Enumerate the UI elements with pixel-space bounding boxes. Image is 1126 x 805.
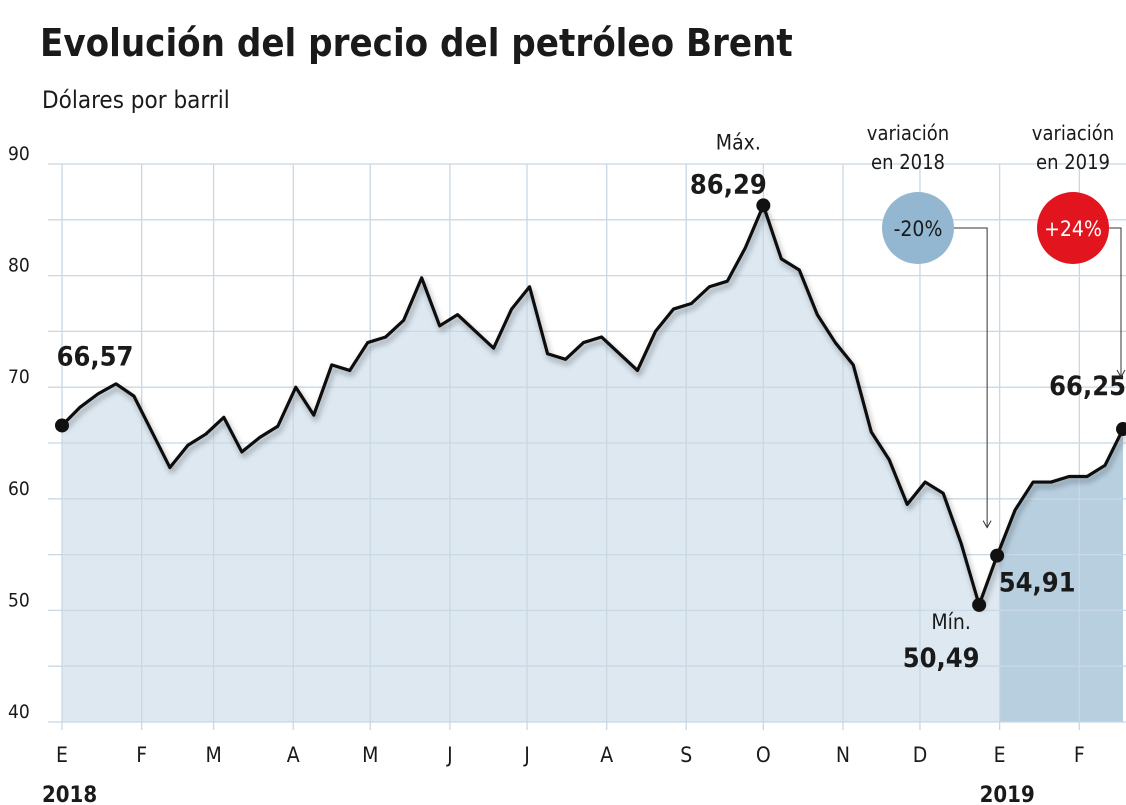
value-label: 66,57 [57, 341, 134, 372]
callout-arrow [982, 520, 992, 529]
year-label: 2019 [980, 783, 1035, 805]
value-label: 66,25 [1049, 371, 1126, 402]
x-tick-label: A [287, 743, 300, 767]
callout-line [954, 227, 988, 528]
callout-heading: variación [1032, 121, 1114, 145]
x-tick-label: A [600, 743, 613, 767]
callout-circle [1037, 192, 1109, 264]
callout-value: +24% [1044, 217, 1102, 241]
point [55, 418, 69, 433]
callout-value: -20% [894, 217, 943, 241]
y-tick-label: 40 [8, 701, 30, 723]
y-tick-label: 70 [8, 366, 30, 388]
value-label: 50,49 [903, 643, 980, 674]
annotation: Máx. [716, 130, 761, 154]
x-tick-label: D [913, 743, 928, 767]
price-line [60, 203, 1125, 607]
point [1116, 422, 1126, 437]
chart-subtitle: Dólares por barril [42, 86, 230, 114]
x-tick-label: F [1074, 743, 1085, 767]
callout-line [1109, 227, 1122, 378]
x-tick-label: M [205, 743, 221, 767]
callout-heading: en 2018 [871, 150, 945, 174]
callout-circle [882, 192, 954, 264]
callout-heading: variación [867, 121, 949, 145]
y-tick-label: 50 [8, 589, 30, 611]
value-label: 86,29 [690, 169, 767, 200]
x-tick-label: O [756, 743, 771, 767]
x-tick-label: F [136, 743, 147, 767]
area [62, 205, 1123, 723]
x-tick-label: M [362, 743, 378, 767]
callout-arrow [1116, 369, 1126, 379]
area-2019 [999, 429, 1123, 722]
year-label: 2018 [42, 783, 97, 805]
point [756, 198, 771, 213]
x-tick-label: J [446, 743, 453, 767]
annotation: Mín. [931, 610, 971, 634]
x-tick-label: N [836, 743, 850, 767]
x-tick-label: S [680, 743, 692, 767]
point [990, 548, 1005, 563]
callout-heading: en 2019 [1036, 150, 1110, 174]
y-tick-label: 80 [8, 255, 30, 277]
point [972, 597, 987, 612]
value-label: 54,91 [999, 568, 1076, 599]
x-tick-label: E [994, 743, 1006, 767]
x-tick-label: J [523, 743, 530, 767]
y-tick-label: 90 [8, 143, 30, 165]
x-tick-label: E [56, 743, 68, 767]
chart-title: Evolución del precio del petróleo Brent [40, 21, 793, 65]
y-tick-label: 60 [8, 478, 30, 500]
